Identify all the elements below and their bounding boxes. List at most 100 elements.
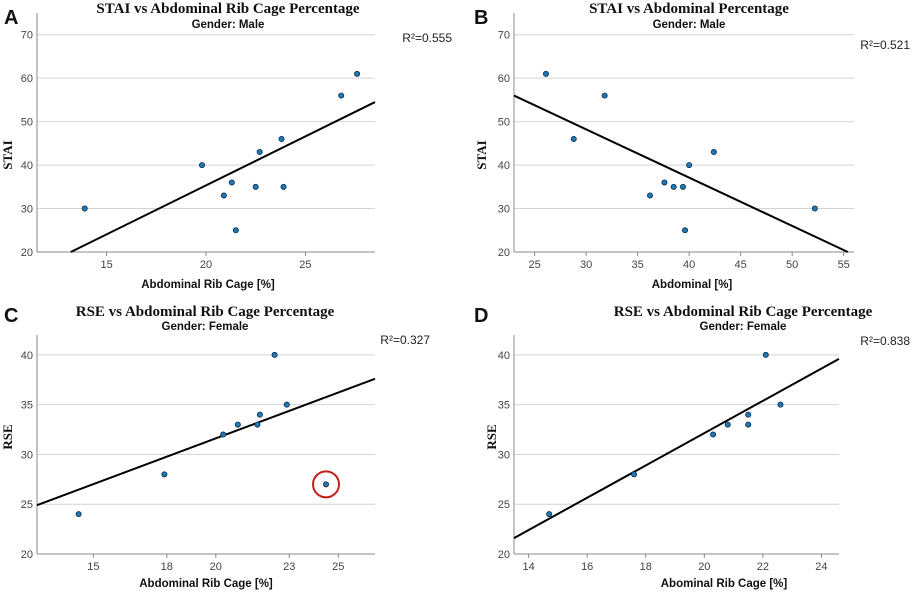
x-tick-label: 40 bbox=[683, 259, 695, 271]
x-tick-label: 20 bbox=[698, 561, 710, 573]
r-squared-label: R²=0.327 bbox=[380, 333, 430, 347]
y-tick-label: 50 bbox=[21, 117, 33, 129]
data-point bbox=[252, 183, 259, 190]
x-tick-label: 15 bbox=[87, 561, 99, 573]
x-tick-label: 15 bbox=[100, 259, 112, 271]
y-tick-label: 30 bbox=[498, 449, 510, 461]
y-tick-label: 40 bbox=[21, 160, 33, 172]
chart-title: RSE vs Abdominal Rib Cage Percentage bbox=[76, 304, 335, 320]
regression-line bbox=[513, 94, 849, 253]
chart-title: STAI vs Abdominal Percentage bbox=[589, 1, 789, 17]
data-point bbox=[278, 136, 285, 143]
data-point bbox=[283, 401, 290, 408]
x-tick-label: 55 bbox=[838, 259, 850, 271]
y-tick-label: 40 bbox=[498, 350, 510, 362]
chart-panel-a: A STAI vs Abdominal Rib Cage Percentage … bbox=[0, 0, 456, 296]
chart-subtitle: Gender: Female bbox=[700, 321, 787, 333]
plot-area: 20 25 30 35 40 14 16 18 20 22 24 bbox=[498, 335, 840, 573]
y-tick-label: 20 bbox=[498, 549, 510, 561]
data-point bbox=[234, 421, 241, 428]
x-tick-label: 18 bbox=[640, 561, 652, 573]
data-point bbox=[542, 70, 549, 77]
y-tick-label: 40 bbox=[21, 350, 33, 362]
y-tick-label: 70 bbox=[498, 30, 510, 42]
data-point bbox=[228, 179, 235, 186]
y-tick-label: 30 bbox=[498, 204, 510, 216]
data-point bbox=[646, 192, 653, 199]
data-point bbox=[232, 227, 239, 234]
data-point bbox=[682, 227, 689, 234]
panel-letter: C bbox=[4, 305, 18, 327]
y-tick-label: 60 bbox=[21, 73, 33, 85]
data-point bbox=[710, 431, 717, 438]
x-tick-label: 24 bbox=[815, 561, 827, 573]
data-point bbox=[220, 431, 227, 438]
x-tick-label: 18 bbox=[161, 561, 173, 573]
y-tick-label: 25 bbox=[498, 499, 510, 511]
y-tick-label: 60 bbox=[498, 73, 510, 85]
data-point bbox=[670, 183, 677, 190]
x-tick-label: 16 bbox=[581, 561, 593, 573]
regression-line bbox=[36, 377, 376, 507]
y-tick-label: 50 bbox=[498, 117, 510, 129]
chart-panel-c: C RSE vs Abdominal Rib Cage Percentage G… bbox=[0, 297, 456, 593]
data-point bbox=[724, 421, 731, 428]
y-axis-label: STAI bbox=[0, 140, 15, 169]
chart-svg-b: B STAI vs Abdominal Percentage Gender: M… bbox=[474, 1, 910, 291]
plot-area: 20 30 40 50 60 70 25 30 35 40 45 50 55 bbox=[498, 13, 854, 271]
y-axis-label: RSE bbox=[0, 424, 15, 449]
data-point bbox=[75, 511, 82, 518]
x-tick-label: 30 bbox=[580, 259, 592, 271]
x-tick-label: 25 bbox=[528, 259, 540, 271]
y-tick-label: 70 bbox=[21, 30, 33, 42]
y-tick-label: 20 bbox=[21, 247, 33, 259]
data-point bbox=[161, 471, 168, 478]
chart-svg-d: D RSE vs Abdominal Rib Cage Percentage G… bbox=[474, 304, 910, 590]
r-squared-label: R²=0.838 bbox=[860, 334, 910, 348]
data-point bbox=[570, 136, 577, 143]
regression-line bbox=[513, 358, 840, 539]
data-point bbox=[762, 351, 769, 358]
chart-subtitle: Gender: Male bbox=[192, 19, 265, 31]
chart-panel-d: D RSE vs Abdominal Rib Cage Percentage G… bbox=[456, 297, 912, 593]
x-axis-label: Abdominal Rib Cage [%] bbox=[141, 279, 275, 291]
x-tick-label: 50 bbox=[786, 259, 798, 271]
x-tick-label: 14 bbox=[523, 561, 535, 573]
data-point bbox=[631, 471, 638, 478]
data-point bbox=[777, 401, 784, 408]
data-point bbox=[661, 179, 668, 186]
data-point bbox=[745, 421, 752, 428]
x-tick-label: 25 bbox=[332, 561, 344, 573]
data-point bbox=[745, 411, 752, 418]
y-tick-label: 35 bbox=[498, 400, 510, 412]
y-tick-label: 20 bbox=[21, 549, 33, 561]
panel-letter: D bbox=[474, 305, 488, 327]
chart-svg-a: A STAI vs Abdominal Rib Cage Percentage … bbox=[0, 1, 452, 291]
data-point bbox=[254, 421, 261, 428]
y-tick-label: 25 bbox=[21, 499, 33, 511]
panel-letter: A bbox=[4, 7, 18, 29]
data-point bbox=[256, 149, 263, 156]
chart-subtitle: Gender: Male bbox=[653, 19, 726, 31]
data-point bbox=[354, 70, 361, 77]
x-tick-label: 20 bbox=[200, 259, 212, 271]
data-point bbox=[338, 92, 345, 99]
data-point bbox=[811, 205, 818, 212]
plot-area: 20 30 40 50 60 70 15 20 25 bbox=[21, 13, 376, 271]
y-tick-label: 40 bbox=[498, 160, 510, 172]
chart-title: STAI vs Abdominal Rib Cage Percentage bbox=[96, 1, 360, 17]
x-tick-label: 23 bbox=[283, 561, 295, 573]
regression-line bbox=[70, 101, 376, 253]
data-point bbox=[199, 162, 206, 169]
y-axis-label: RSE bbox=[484, 424, 499, 449]
x-tick-label: 45 bbox=[735, 259, 747, 271]
data-point bbox=[81, 205, 88, 212]
plot-area: 20 25 30 35 40 15 18 20 23 25 bbox=[21, 335, 376, 573]
data-point bbox=[256, 411, 263, 418]
chart-svg-c: C RSE vs Abdominal Rib Cage Percentage G… bbox=[0, 304, 430, 590]
data-point bbox=[710, 149, 717, 156]
y-tick-label: 20 bbox=[498, 247, 510, 259]
data-point bbox=[601, 92, 608, 99]
data-point bbox=[220, 192, 227, 199]
outlier-highlight-circle bbox=[312, 470, 341, 499]
